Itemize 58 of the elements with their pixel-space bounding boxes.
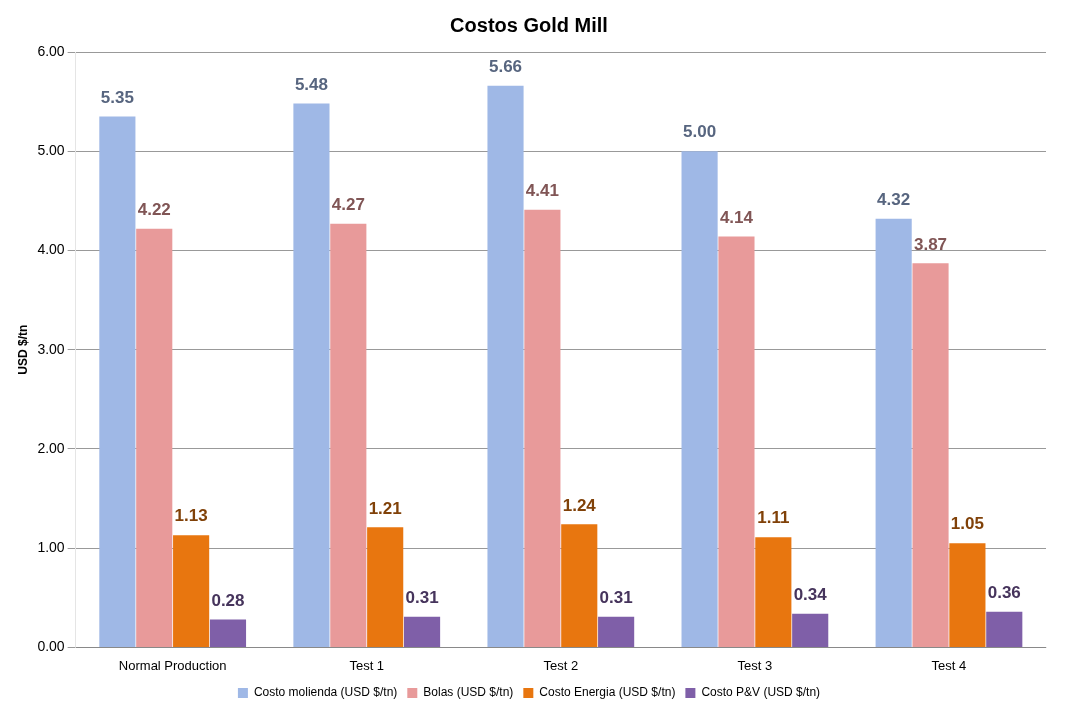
- data-label: 1.13: [174, 506, 208, 526]
- y-axis-title: USD $/tn: [15, 324, 30, 375]
- data-label: 3.87: [913, 234, 948, 254]
- data-label: 5.35: [100, 87, 134, 107]
- data-label: 4.14: [719, 207, 754, 227]
- x-tick-label: Test 3: [737, 657, 773, 673]
- y-tick-label: 5.00: [37, 142, 65, 159]
- data-label: 4.22: [137, 199, 171, 219]
- legend-label: Costo molienda (USD $/tn): [253, 685, 398, 700]
- data-label: 0.28: [211, 590, 245, 610]
- chart-title: Costos Gold Mill: [450, 13, 608, 36]
- bar: [718, 236, 755, 647]
- bar: [293, 103, 330, 647]
- data-label: 0.31: [405, 587, 439, 607]
- bar: [173, 535, 210, 647]
- y-tick-label: 6.00: [37, 42, 65, 59]
- bar: [404, 616, 441, 647]
- data-label: 4.32: [877, 189, 911, 209]
- bar: [912, 263, 949, 647]
- bar: [598, 616, 635, 647]
- data-label: 1.24: [562, 495, 597, 515]
- x-tick-label: Normal Production: [118, 657, 227, 673]
- y-tick-label: 4.00: [37, 241, 65, 258]
- data-label: 0.34: [793, 584, 828, 604]
- bar: [986, 611, 1023, 647]
- y-tick-label: 2.00: [37, 439, 65, 456]
- data-label: 1.11: [757, 508, 790, 528]
- bar: [136, 228, 173, 647]
- x-tick-label: Test 1: [349, 657, 385, 673]
- data-label: 1.05: [950, 514, 984, 534]
- bar: [524, 209, 561, 647]
- data-label: 4.41: [525, 180, 559, 200]
- bar: [792, 613, 829, 647]
- y-tick-label: 1.00: [37, 539, 65, 556]
- legend-label: Costo Energia (USD $/tn): [539, 685, 676, 700]
- legend-label: Bolas (USD $/tn): [423, 685, 514, 700]
- bar: [949, 543, 986, 647]
- bar: [561, 524, 598, 647]
- bar: [681, 151, 718, 647]
- data-label: 0.36: [987, 582, 1021, 602]
- x-tick-label: Test 2: [543, 657, 579, 673]
- data-label: 5.48: [294, 74, 328, 94]
- bar: [367, 527, 404, 647]
- data-label: 4.27: [331, 194, 365, 214]
- bar: [209, 619, 247, 647]
- bar: [487, 85, 524, 647]
- data-label: 0.31: [599, 587, 633, 607]
- bar: [330, 223, 367, 647]
- data-label: 5.00: [683, 122, 717, 142]
- y-tick-label: 3.00: [37, 340, 65, 357]
- y-tick-label: 0.00: [37, 638, 65, 655]
- legend-label: Costo P&V (USD $/tn): [701, 685, 821, 700]
- bar: [99, 116, 136, 647]
- data-label: 5.66: [488, 56, 523, 76]
- bar: [875, 218, 912, 647]
- x-tick-label: Test 4: [931, 657, 967, 673]
- data-label: 1.21: [368, 498, 402, 518]
- bar: [755, 537, 792, 647]
